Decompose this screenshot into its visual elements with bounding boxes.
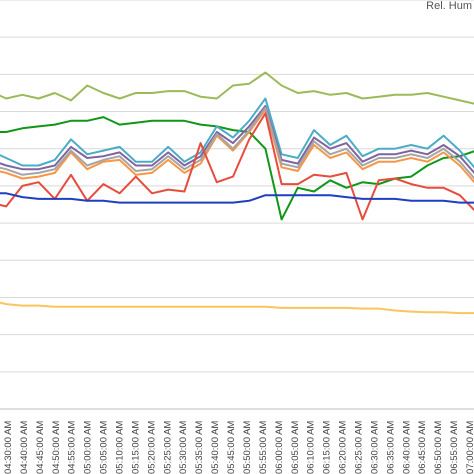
x-tick-label: 05:30:00 AM <box>178 421 189 474</box>
x-tick-label: 05:25:00 AM <box>162 421 173 474</box>
series-line-5 <box>0 108 474 184</box>
legend-label: Rel. Hum <box>426 0 472 12</box>
x-tick-label: 05:35:00 AM <box>194 421 205 474</box>
x-tick-label: 04:50:00 AM <box>51 421 62 474</box>
series-line-2 <box>0 116 474 221</box>
series-line-1 <box>0 71 474 105</box>
x-tick-label: 06:40:00 AM <box>401 421 412 474</box>
x-tick-label: 05:40:00 AM <box>210 421 221 474</box>
series-lines <box>0 71 474 315</box>
x-tick-label: 06:55:00 AM <box>449 421 460 474</box>
x-tick-label: 05:45:00 AM <box>226 421 237 474</box>
x-tick-label: 05:20:00 AM <box>146 421 157 474</box>
x-tick-label: 06:50:00 AM <box>433 421 444 474</box>
series-line-3 <box>0 97 474 169</box>
x-tick-label: 05:10:00 AM <box>115 421 126 474</box>
x-tick-label: 05:00:00 AM <box>83 421 94 474</box>
x-tick-label: 06:25:00 AM <box>354 421 365 474</box>
x-tick-label: 06:30:00 AM <box>369 421 380 474</box>
x-tick-label: 06:45:00 AM <box>417 421 428 474</box>
x-tick-label: 05:55:00 AM <box>258 421 269 474</box>
x-tick-label: 06:15:00 AM <box>322 421 333 474</box>
x-tick-label: 04:40:00 AM <box>19 421 30 474</box>
x-tick-label: 05:50:00 AM <box>242 421 253 474</box>
x-tick-label: 07:00:00 AM <box>465 421 474 474</box>
x-tick-label: 06:20:00 AM <box>338 421 349 474</box>
x-tick-label: 04:30:00 AM <box>3 421 14 474</box>
grid-lines <box>0 0 474 410</box>
x-tick-label: 04:45:00 AM <box>35 421 46 474</box>
series-line-4 <box>0 105 474 175</box>
x-axis-tick-labels: 04:30:00 AM 04:40:00 AM 04:45:00 AM 04:50:0… <box>3 421 474 474</box>
x-tick-label: 06:10:00 AM <box>306 421 317 474</box>
x-tick-label: 04:55:00 AM <box>67 421 78 474</box>
x-tick-label: 06:05:00 AM <box>290 421 301 474</box>
series-line-9 <box>0 301 474 315</box>
x-tick-label: 06:00:00 AM <box>274 421 285 474</box>
series-line-7 <box>0 112 474 221</box>
x-tick-label: 05:15:00 AM <box>130 421 141 474</box>
series-line-8 <box>0 192 474 204</box>
x-tick-label: 06:35:00 AM <box>385 421 396 474</box>
series-line-6 <box>0 106 474 180</box>
x-tick-label: 05:05:00 AM <box>99 421 110 474</box>
